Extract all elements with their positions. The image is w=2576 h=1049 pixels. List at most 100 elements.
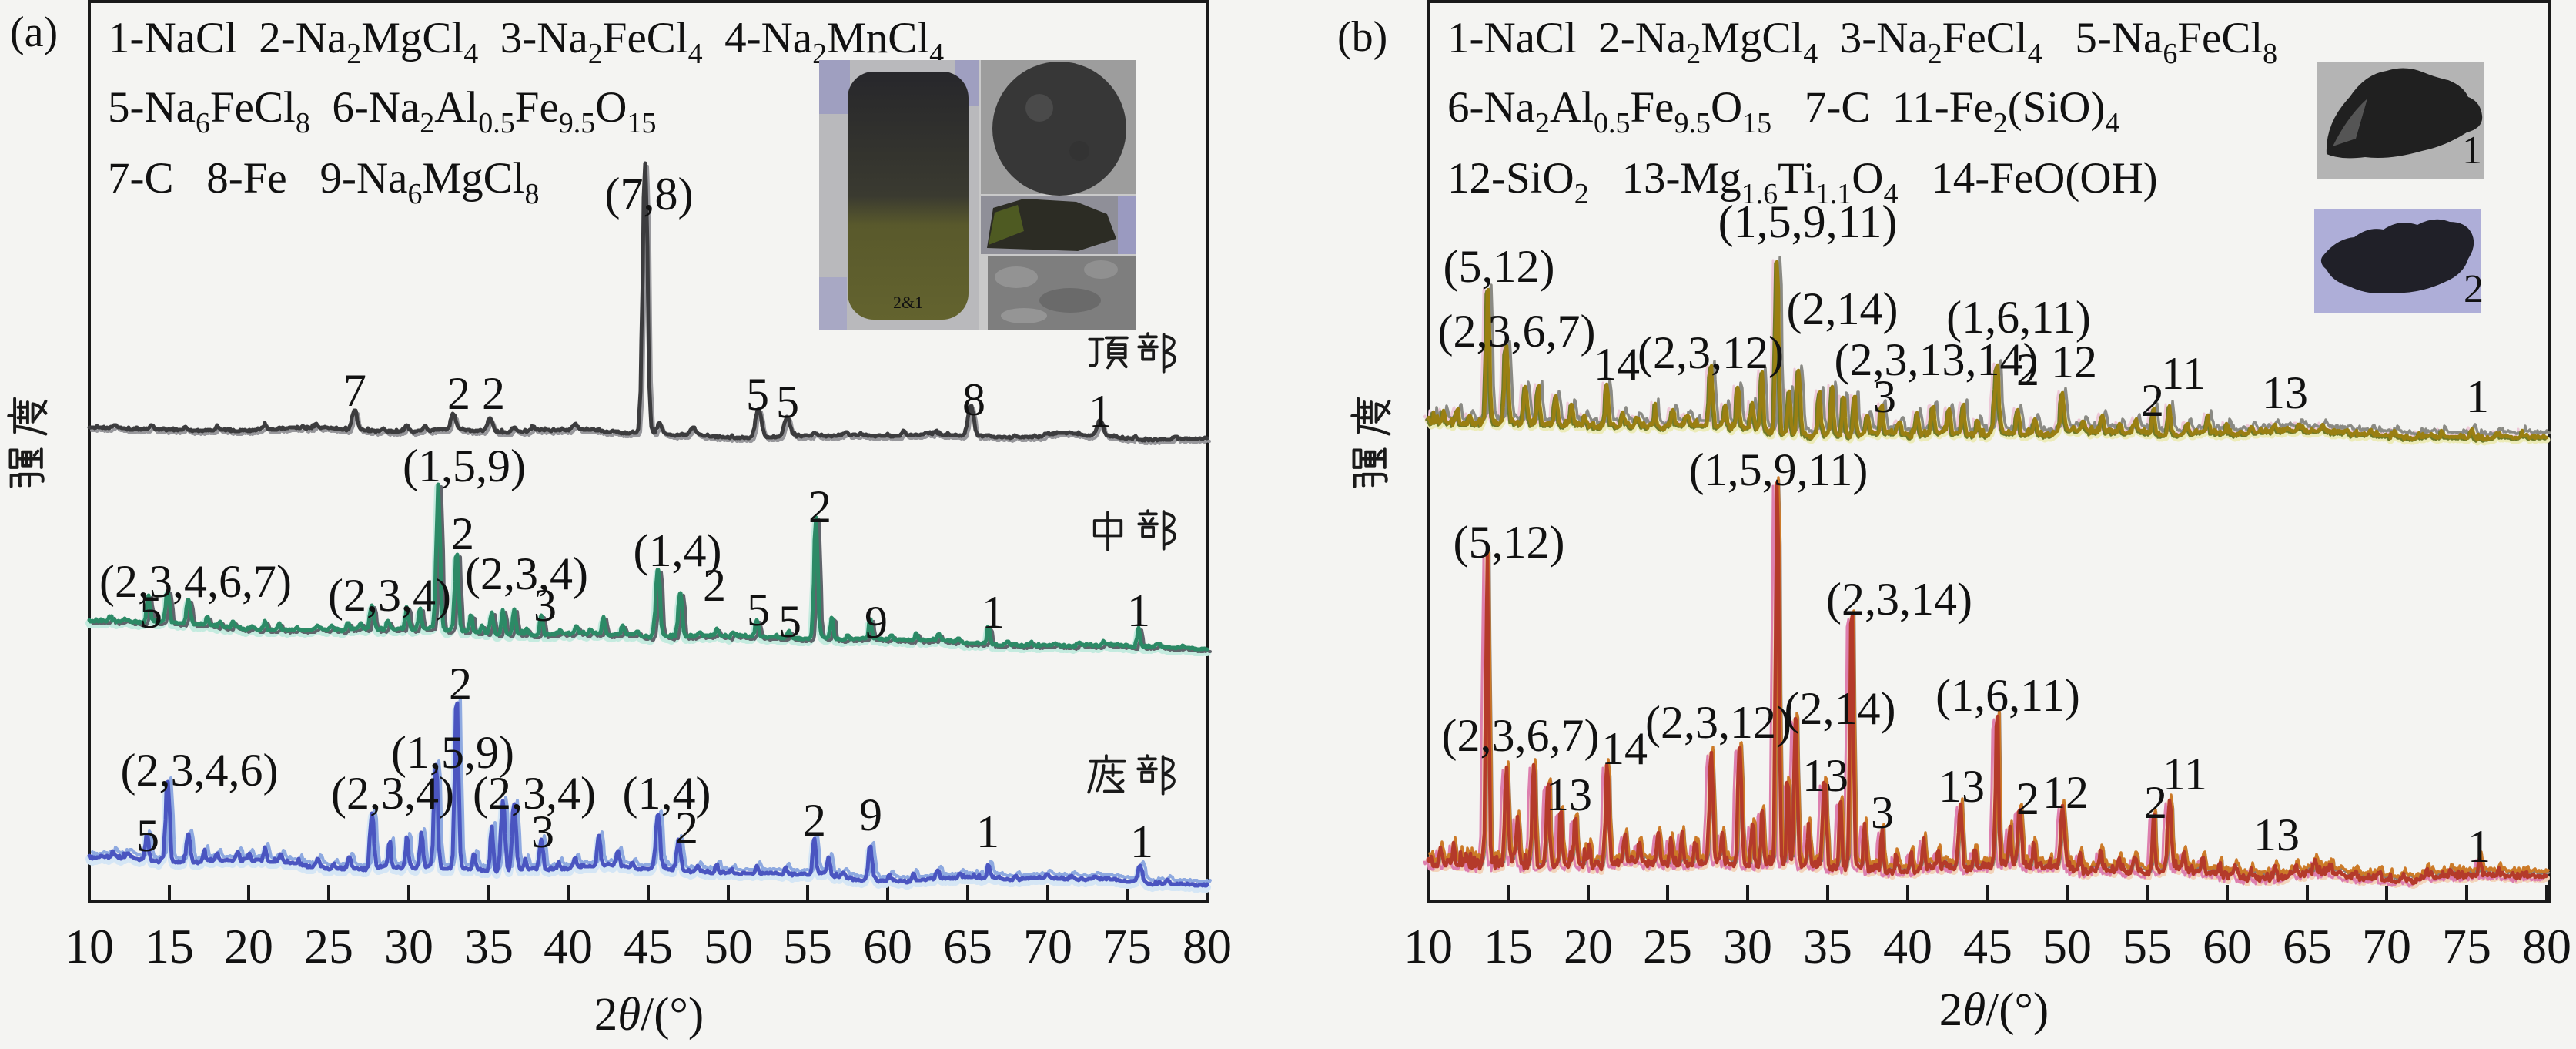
svg-text:2: 2	[2141, 375, 2164, 426]
svg-text:35: 35	[1803, 919, 1852, 974]
svg-text:(2,3,4,6,7): (2,3,4,6,7)	[99, 556, 292, 607]
svg-text:70: 70	[2362, 919, 2411, 974]
svg-text:3: 3	[534, 580, 557, 631]
svg-text:2&1: 2&1	[893, 293, 923, 312]
svg-text:(1,5,9): (1,5,9)	[403, 441, 526, 491]
svg-text:11: 11	[2161, 348, 2206, 399]
svg-text:7-C 8-Fe 9-Na6MgCl8: 7-C 8-Fe 9-Na6MgCl8	[108, 154, 539, 210]
svg-text:5: 5	[776, 377, 799, 427]
svg-text:(2,3,14): (2,3,14)	[1826, 574, 1972, 625]
svg-text:5: 5	[778, 596, 801, 647]
svg-text:3: 3	[1873, 371, 1896, 422]
svg-text:(7,8): (7,8)	[605, 169, 694, 220]
svg-text:(2,3,4): (2,3,4)	[473, 768, 596, 819]
svg-text:(1,5,9,11): (1,5,9,11)	[1718, 196, 1898, 247]
svg-text:2θ/(°): 2θ/(°)	[594, 989, 704, 1041]
svg-text:(5,12): (5,12)	[1454, 517, 1565, 568]
svg-text:30: 30	[384, 919, 433, 974]
svg-text:60: 60	[863, 919, 912, 974]
svg-text:80: 80	[1183, 919, 1232, 974]
svg-text:14: 14	[1594, 339, 1640, 390]
svg-text:(1,4): (1,4)	[634, 525, 722, 576]
svg-text:2θ/(°): 2θ/(°)	[1939, 984, 2049, 1036]
svg-text:9: 9	[859, 789, 882, 840]
svg-text:2: 2	[451, 508, 474, 559]
svg-text:1: 1	[1127, 585, 1150, 636]
svg-text:1: 1	[2467, 821, 2491, 872]
svg-text:2: 2	[2016, 344, 2039, 395]
svg-text:9: 9	[865, 597, 888, 648]
svg-text:(2,3,4): (2,3,4)	[331, 768, 454, 819]
svg-text:50: 50	[2042, 919, 2092, 974]
svg-text:(1,5,9): (1,5,9)	[391, 727, 514, 778]
svg-text:3: 3	[1871, 787, 1894, 838]
svg-text:80: 80	[2522, 919, 2571, 974]
svg-text:2: 2	[482, 368, 505, 419]
svg-text:6-Na2Al0.5Fe9.5O15 7-C 11-F: 6-Na2Al0.5Fe9.5O15 7-C 11-Fe2(SiO)4	[1447, 83, 2119, 139]
svg-text:55: 55	[783, 919, 832, 974]
svg-text:40: 40	[1883, 919, 1932, 974]
svg-text:55: 55	[2123, 919, 2172, 974]
svg-text:40: 40	[544, 919, 593, 974]
svg-text:50: 50	[704, 919, 753, 974]
svg-text:(2,3,6,7): (2,3,6,7)	[1442, 710, 1600, 761]
svg-text:1-NaCl 2-Na2MgCl4 3-Na2FeCl4: 1-NaCl 2-Na2MgCl4 3-Na2FeCl4 4-Na2MnCl4	[108, 14, 944, 70]
svg-text:2: 2	[2016, 773, 2039, 824]
svg-text:13: 13	[2262, 367, 2308, 418]
svg-text:10: 10	[65, 919, 114, 974]
svg-text:(1,5,9,11): (1,5,9,11)	[1689, 444, 1868, 495]
svg-text:(2,3,12): (2,3,12)	[1638, 327, 1784, 378]
svg-text:7: 7	[343, 365, 366, 416]
svg-text:(2,14): (2,14)	[1787, 283, 1899, 334]
svg-text:11: 11	[2163, 749, 2207, 799]
svg-text:(5,12): (5,12)	[1444, 241, 1555, 292]
svg-text:12: 12	[2042, 767, 2089, 818]
svg-text:45: 45	[624, 919, 673, 974]
svg-text:10: 10	[1403, 919, 1453, 974]
svg-text:1: 1	[982, 587, 1005, 638]
svg-text:(2,3,4,6): (2,3,4,6)	[121, 745, 279, 796]
svg-text:1: 1	[2466, 371, 2489, 422]
svg-text:13: 13	[1939, 761, 1985, 812]
svg-text:1: 1	[2462, 129, 2482, 173]
svg-text:2: 2	[449, 659, 472, 709]
svg-text:12: 12	[2051, 337, 2097, 387]
svg-text:(1,6,11): (1,6,11)	[1935, 670, 2080, 721]
svg-text:45: 45	[1963, 919, 2012, 974]
svg-text:30: 30	[1723, 919, 1772, 974]
svg-text:1: 1	[1089, 386, 1112, 437]
svg-text:5: 5	[746, 369, 769, 420]
svg-text:1: 1	[976, 806, 999, 857]
svg-text:(2,3,13,14): (2,3,13,14)	[1835, 334, 2039, 385]
svg-text:3: 3	[531, 806, 554, 857]
svg-text:2: 2	[447, 368, 470, 419]
svg-text:25: 25	[304, 919, 353, 974]
svg-text:15: 15	[145, 919, 194, 974]
svg-text:8: 8	[962, 374, 985, 425]
svg-text:13: 13	[1546, 769, 1592, 820]
svg-text:70: 70	[1023, 919, 1072, 974]
svg-text:(2,14): (2,14)	[1785, 683, 1896, 734]
svg-text:25: 25	[1643, 919, 1692, 974]
svg-text:2: 2	[2144, 777, 2167, 828]
svg-text:(b): (b)	[1337, 13, 1387, 61]
svg-text:75: 75	[2442, 919, 2491, 974]
svg-text:20: 20	[224, 919, 273, 974]
svg-text:35: 35	[464, 919, 514, 974]
svg-text:65: 65	[2283, 919, 2332, 974]
svg-text:65: 65	[943, 919, 992, 974]
svg-text:1: 1	[1130, 816, 1153, 867]
svg-text:2: 2	[808, 481, 831, 532]
svg-text:(2,3,6,7): (2,3,6,7)	[1438, 306, 1596, 357]
svg-text:13: 13	[2253, 809, 2300, 860]
svg-text:(1,6,11): (1,6,11)	[1946, 292, 2091, 343]
svg-text:13: 13	[1802, 750, 1848, 801]
svg-text:60: 60	[2203, 919, 2252, 974]
svg-text:1-NaCl 2-Na2MgCl4 3-Na2FeCl4: 1-NaCl 2-Na2MgCl4 3-Na2FeCl4 5-Na6FeCl8	[1447, 14, 2277, 70]
svg-text:75: 75	[1102, 919, 1152, 974]
svg-text:5: 5	[136, 810, 159, 861]
svg-text:2: 2	[703, 560, 726, 611]
svg-text:(2,3,4): (2,3,4)	[465, 548, 588, 599]
svg-text:2: 2	[675, 803, 698, 853]
svg-text:14: 14	[1601, 723, 1648, 774]
